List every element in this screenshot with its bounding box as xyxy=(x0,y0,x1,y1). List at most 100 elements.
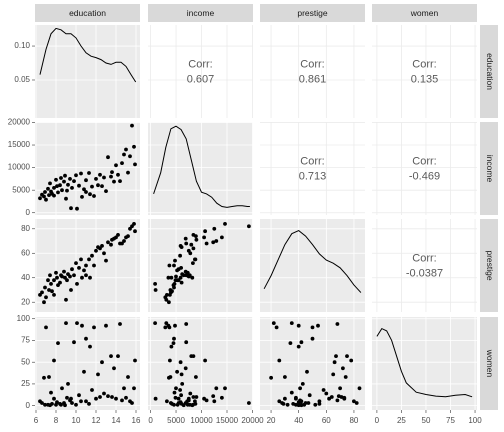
panel xyxy=(372,25,477,118)
point xyxy=(72,179,76,184)
point xyxy=(90,184,94,189)
point xyxy=(122,386,126,391)
point xyxy=(310,325,315,330)
point xyxy=(133,162,137,167)
point xyxy=(289,390,294,395)
y-tick-label: 20000 xyxy=(8,118,31,127)
point xyxy=(130,123,134,128)
point xyxy=(64,321,68,325)
point xyxy=(74,261,78,265)
point xyxy=(184,340,189,345)
x-tick-label: 100 xyxy=(468,416,482,425)
x-tick-label: 16 xyxy=(132,416,141,425)
point xyxy=(283,396,287,401)
strip-right xyxy=(480,219,498,312)
point xyxy=(179,280,184,285)
point xyxy=(341,366,345,371)
point xyxy=(324,391,329,396)
point xyxy=(184,241,189,246)
point xyxy=(96,372,100,377)
point xyxy=(128,154,132,159)
point xyxy=(211,240,216,245)
point xyxy=(124,395,128,400)
corr-label: Corr: xyxy=(412,58,436,70)
point xyxy=(106,240,110,245)
point xyxy=(357,386,362,391)
panel xyxy=(372,219,477,312)
point xyxy=(214,239,219,243)
point xyxy=(163,325,168,330)
point xyxy=(193,402,198,406)
point xyxy=(173,323,177,328)
point xyxy=(169,275,174,280)
point xyxy=(79,171,83,176)
y-tick-label: 0.10 xyxy=(14,41,30,50)
point xyxy=(204,398,209,403)
point xyxy=(55,184,59,189)
point xyxy=(327,396,331,401)
point xyxy=(118,179,122,184)
point xyxy=(44,197,48,202)
point xyxy=(92,194,96,198)
panel xyxy=(260,219,365,312)
point xyxy=(40,290,44,295)
point xyxy=(223,222,227,226)
point xyxy=(349,358,354,363)
point xyxy=(189,242,194,247)
point xyxy=(220,235,224,240)
point xyxy=(46,186,50,191)
point xyxy=(178,360,183,365)
point xyxy=(171,341,176,345)
point xyxy=(285,402,290,407)
point xyxy=(102,175,106,180)
point xyxy=(114,396,118,401)
point xyxy=(317,402,322,406)
point xyxy=(296,344,301,349)
point xyxy=(109,174,113,179)
strip-label: income xyxy=(485,155,495,183)
point xyxy=(223,386,227,391)
point xyxy=(44,325,48,330)
point xyxy=(178,244,183,248)
point xyxy=(118,322,122,326)
corr-value: -0.469 xyxy=(409,170,440,182)
strip-label: education xyxy=(485,53,495,90)
y-tick-label: 100 xyxy=(17,314,31,323)
y-tick-label: 0.05 xyxy=(14,75,30,84)
point xyxy=(299,340,304,345)
point xyxy=(116,233,120,237)
point xyxy=(184,322,189,326)
point xyxy=(52,193,56,198)
point xyxy=(342,395,347,400)
point xyxy=(296,403,301,408)
strip-label: women xyxy=(410,8,439,18)
point xyxy=(126,375,130,379)
point xyxy=(56,190,60,195)
point xyxy=(329,395,334,399)
x-tick-label: 8 xyxy=(54,416,59,425)
point xyxy=(47,288,51,292)
point xyxy=(72,340,76,345)
point xyxy=(289,321,294,325)
point xyxy=(291,402,296,406)
point xyxy=(183,366,188,371)
point xyxy=(173,278,178,283)
point xyxy=(70,186,74,190)
point xyxy=(168,375,173,379)
point xyxy=(211,394,216,398)
density-line xyxy=(39,27,137,83)
point xyxy=(104,189,108,194)
point xyxy=(179,372,184,377)
point xyxy=(64,297,68,302)
point xyxy=(102,391,106,396)
point xyxy=(65,278,69,283)
point xyxy=(174,386,178,391)
point xyxy=(298,386,302,391)
panel xyxy=(372,122,477,215)
corr-label: Corr: xyxy=(300,155,324,167)
y-tick-label: 50 xyxy=(21,357,30,366)
point xyxy=(47,193,51,198)
y-tick-label: 75 xyxy=(21,336,30,345)
point xyxy=(54,177,58,182)
point xyxy=(94,396,98,401)
